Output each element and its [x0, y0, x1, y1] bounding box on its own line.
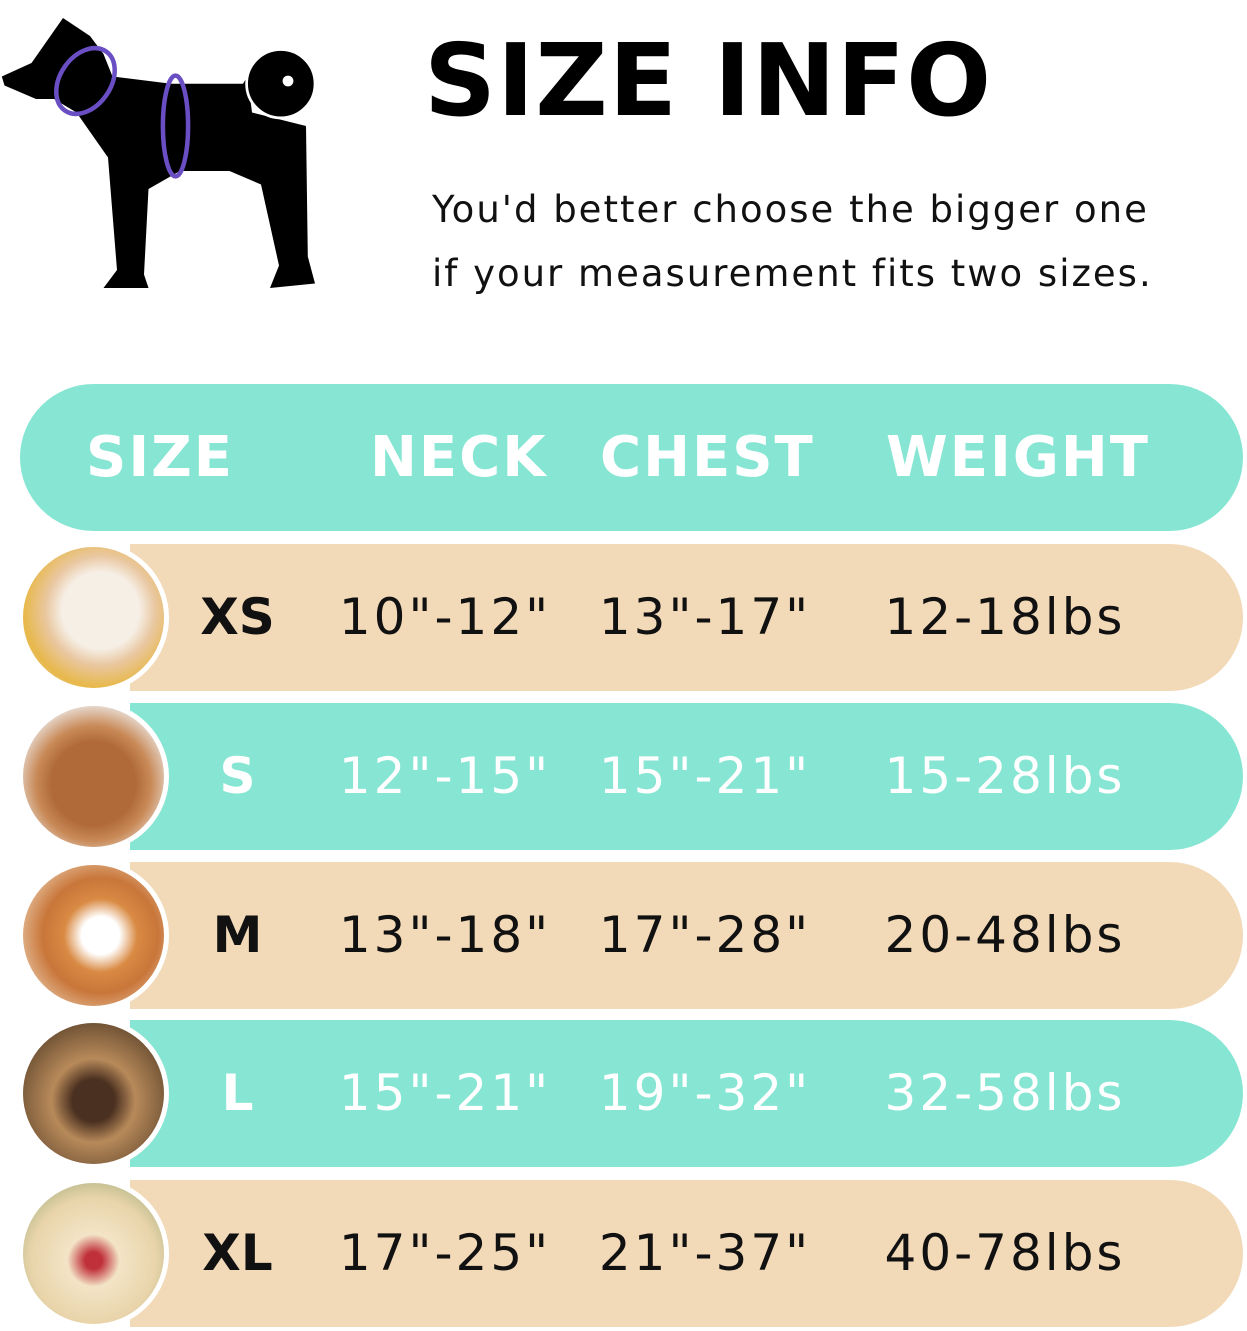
cell-weight: 32-58lbs [884, 1064, 1126, 1122]
row-bar [130, 1020, 1243, 1167]
row-bar [130, 1180, 1243, 1327]
page-title: SIZE INFO [424, 22, 993, 139]
dog-photo [18, 1018, 169, 1169]
cell-neck: 17"-25" [338, 1224, 552, 1282]
header-size: SIZE [86, 425, 235, 490]
cell-weight: 12-18lbs [884, 588, 1126, 646]
dog-photo [18, 542, 169, 693]
table-row: XL 17"-25" 21"-37" 40-78lbs [0, 1178, 1247, 1329]
header-chest: CHEST [600, 425, 815, 490]
cell-neck: 12"-15" [338, 747, 552, 805]
neck-ring [54, 45, 117, 117]
cell-weight: 15-28lbs [884, 747, 1126, 805]
cell-weight: 20-48lbs [884, 906, 1126, 964]
dog-photo [18, 1178, 169, 1329]
table-row: S 12"-15" 15"-21" 15-28lbs [0, 701, 1247, 852]
cell-chest: 21"-37" [598, 1224, 812, 1282]
row-bar [130, 703, 1243, 850]
cell-size: XL [202, 1224, 273, 1282]
cell-chest: 13"-17" [598, 588, 812, 646]
cell-chest: 17"-28" [598, 906, 812, 964]
cell-size: M [212, 906, 263, 964]
subtitle-line-1: You'd better choose the bigger one [432, 188, 1149, 231]
cell-size: S [219, 747, 256, 805]
dog-tail [245, 48, 317, 120]
subtitle-line-2: if your measurement fits two sizes. [432, 252, 1153, 295]
dog-photo [18, 860, 169, 1011]
row-bar [130, 544, 1243, 691]
dog-photo [18, 701, 169, 852]
row-bar [130, 862, 1243, 1009]
dog-measurement-illustration [1, 18, 317, 288]
cell-chest: 15"-21" [598, 747, 812, 805]
cell-neck: 15"-21" [338, 1064, 552, 1122]
cell-chest: 19"-32" [598, 1064, 812, 1122]
header-neck: NECK [370, 425, 548, 490]
dog-silhouette [1, 18, 316, 288]
cell-neck: 13"-18" [338, 906, 552, 964]
table-row: L 15"-21" 19"-32" 32-58lbs [0, 1018, 1247, 1169]
table-row: M 13"-18" 17"-28" 20-48lbs [0, 860, 1247, 1011]
header-weight: WEIGHT [886, 425, 1150, 490]
cell-weight: 40-78lbs [884, 1224, 1126, 1282]
table-row: XS 10"-12" 13"-17" 12-18lbs [0, 542, 1247, 693]
chest-ring [160, 73, 191, 179]
cell-size: XS [200, 588, 275, 646]
cell-neck: 10"-12" [338, 588, 552, 646]
table-header: SIZE NECK CHEST WEIGHT [20, 384, 1243, 531]
cell-size: L [221, 1064, 254, 1122]
